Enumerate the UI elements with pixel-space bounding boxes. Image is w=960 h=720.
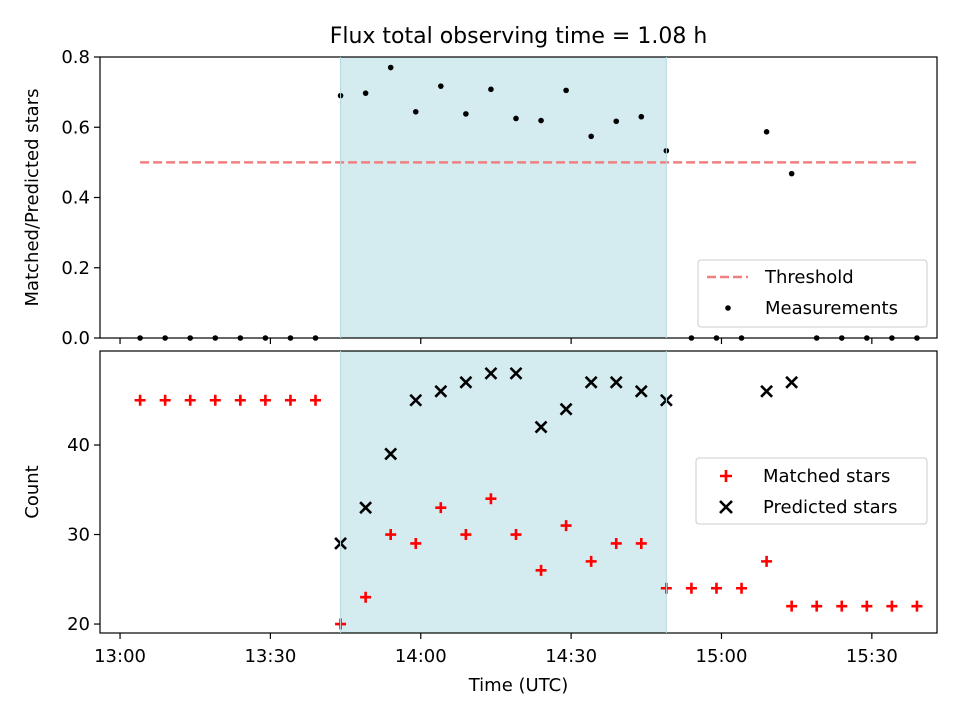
predicted-star-point [559,402,573,416]
measurement-point [613,118,620,125]
observing-window-shade [340,351,667,633]
ratio-y-axis: 0.0 0.2 0.4 0.6 0.8 [61,47,100,349]
predicted-stars-legend-key [719,500,733,514]
ratio-legend: Threshold Measurements [697,259,928,328]
measurement-point [362,90,369,96]
matched-star-point [610,537,622,549]
matched-star-point [209,394,221,406]
measurement-point [412,108,419,115]
matched-star-point [435,502,447,514]
matched-star-point [761,555,773,567]
predicted-stars-legend-label: Predicted stars [763,497,897,518]
measurement-point [563,87,569,94]
matched-star-point [259,394,271,406]
matched-star-point [736,582,748,594]
predicted-star-point [634,384,648,398]
count-y-axis: 20 30 40 [67,435,100,635]
matched-star-point [234,394,246,406]
predicted-star-point [509,366,523,380]
matched-stars-legend-key [720,470,732,482]
matched-star-point [635,537,647,549]
time-x-axis: 13:00 13:30 14:00 14:30 15:00 15:30 [94,633,898,667]
observing-window-shade [340,57,667,338]
measurement-point [763,129,770,135]
count-legend: Matched stars Predicted stars [695,457,928,525]
x-tick-label: 15:30 [846,646,898,667]
ratio-x-axis-ticks [119,338,873,344]
count-y-axis-label: Count [22,465,43,518]
measurement-point [538,117,544,124]
predicted-star-point [484,366,498,380]
measurement-point [463,111,469,117]
ratio-panel: 0.0 0.2 0.4 0.6 0.8 Flux total observing tim… [22,24,938,349]
matched-star-point [485,493,497,505]
count-legend-box [695,457,928,525]
predicted-star-point [609,375,623,389]
matched-star-point [786,600,798,612]
measurements-legend-label: Measurements [765,298,898,319]
predicted-star-point [584,375,598,389]
matched-star-point [460,529,472,541]
matched-star-point [360,591,372,603]
matched-star-point [284,394,296,406]
x-tick-label: 14:00 [395,646,447,667]
matched-star-point [510,529,522,541]
matched-star-point [410,537,422,549]
measurement-point [588,133,594,140]
matched-star-point [159,394,171,406]
matched-star-point [861,600,873,612]
measurement-point [488,86,494,93]
x-tick-label: 14:30 [545,646,597,667]
y-tick-label: 0.0 [61,328,90,349]
y-tick-label: 0.4 [61,188,90,209]
matched-stars-legend-label: Matched stars [763,466,890,487]
threshold-legend-label: Threshold [764,267,854,288]
measurements-legend-key [725,305,731,311]
x-tick-label: 13:30 [244,646,296,667]
measurement-point [638,113,645,120]
y-tick-label: 0.6 [61,117,90,138]
count-points [134,366,923,630]
count-panel: 20 30 40 13:00 13:30 14:00 14:30 15:00 15:30 Ti… [22,350,938,696]
measurement-point [788,170,795,177]
predicted-star-point [534,420,548,434]
y-tick-label: 20 [67,614,90,635]
matched-star-point [836,600,848,612]
matched-star-point [184,394,196,406]
time-x-axis-label: Time (UTC) [468,675,569,696]
x-tick-label: 15:00 [696,646,748,667]
ratio-legend-box [697,259,928,328]
predicted-star-point [459,375,473,389]
predicted-star-point [359,501,373,515]
matched-star-point [585,555,597,567]
predicted-star-point [434,384,448,398]
matched-star-point [560,520,572,532]
y-tick-label: 0.2 [61,258,90,279]
predicted-star-point [760,384,774,398]
y-tick-label: 40 [67,435,90,456]
ratio-y-axis-label: Matched/Predicted stars [22,89,43,307]
predicted-star-point [785,375,799,389]
matched-star-point [310,394,322,406]
y-tick-label: 30 [67,525,90,546]
matched-star-point [134,394,146,406]
matched-star-point [811,600,823,612]
y-tick-label: 0.8 [61,47,90,68]
matched-star-point [685,582,697,594]
predicted-star-point [409,393,423,407]
count-panel-frame [99,350,938,634]
matched-star-point [710,582,722,594]
x-tick-label: 13:00 [94,646,146,667]
measurement-point [438,83,444,89]
matched-star-point [886,600,898,612]
predicted-star-point [384,447,398,461]
chart-title: Flux total observing time = 1.08 h [330,24,708,49]
measurement-point [387,64,394,71]
matched-star-point [535,564,547,576]
measurement-point [513,115,519,122]
matched-star-point [911,600,923,612]
matched-star-point [385,529,397,541]
